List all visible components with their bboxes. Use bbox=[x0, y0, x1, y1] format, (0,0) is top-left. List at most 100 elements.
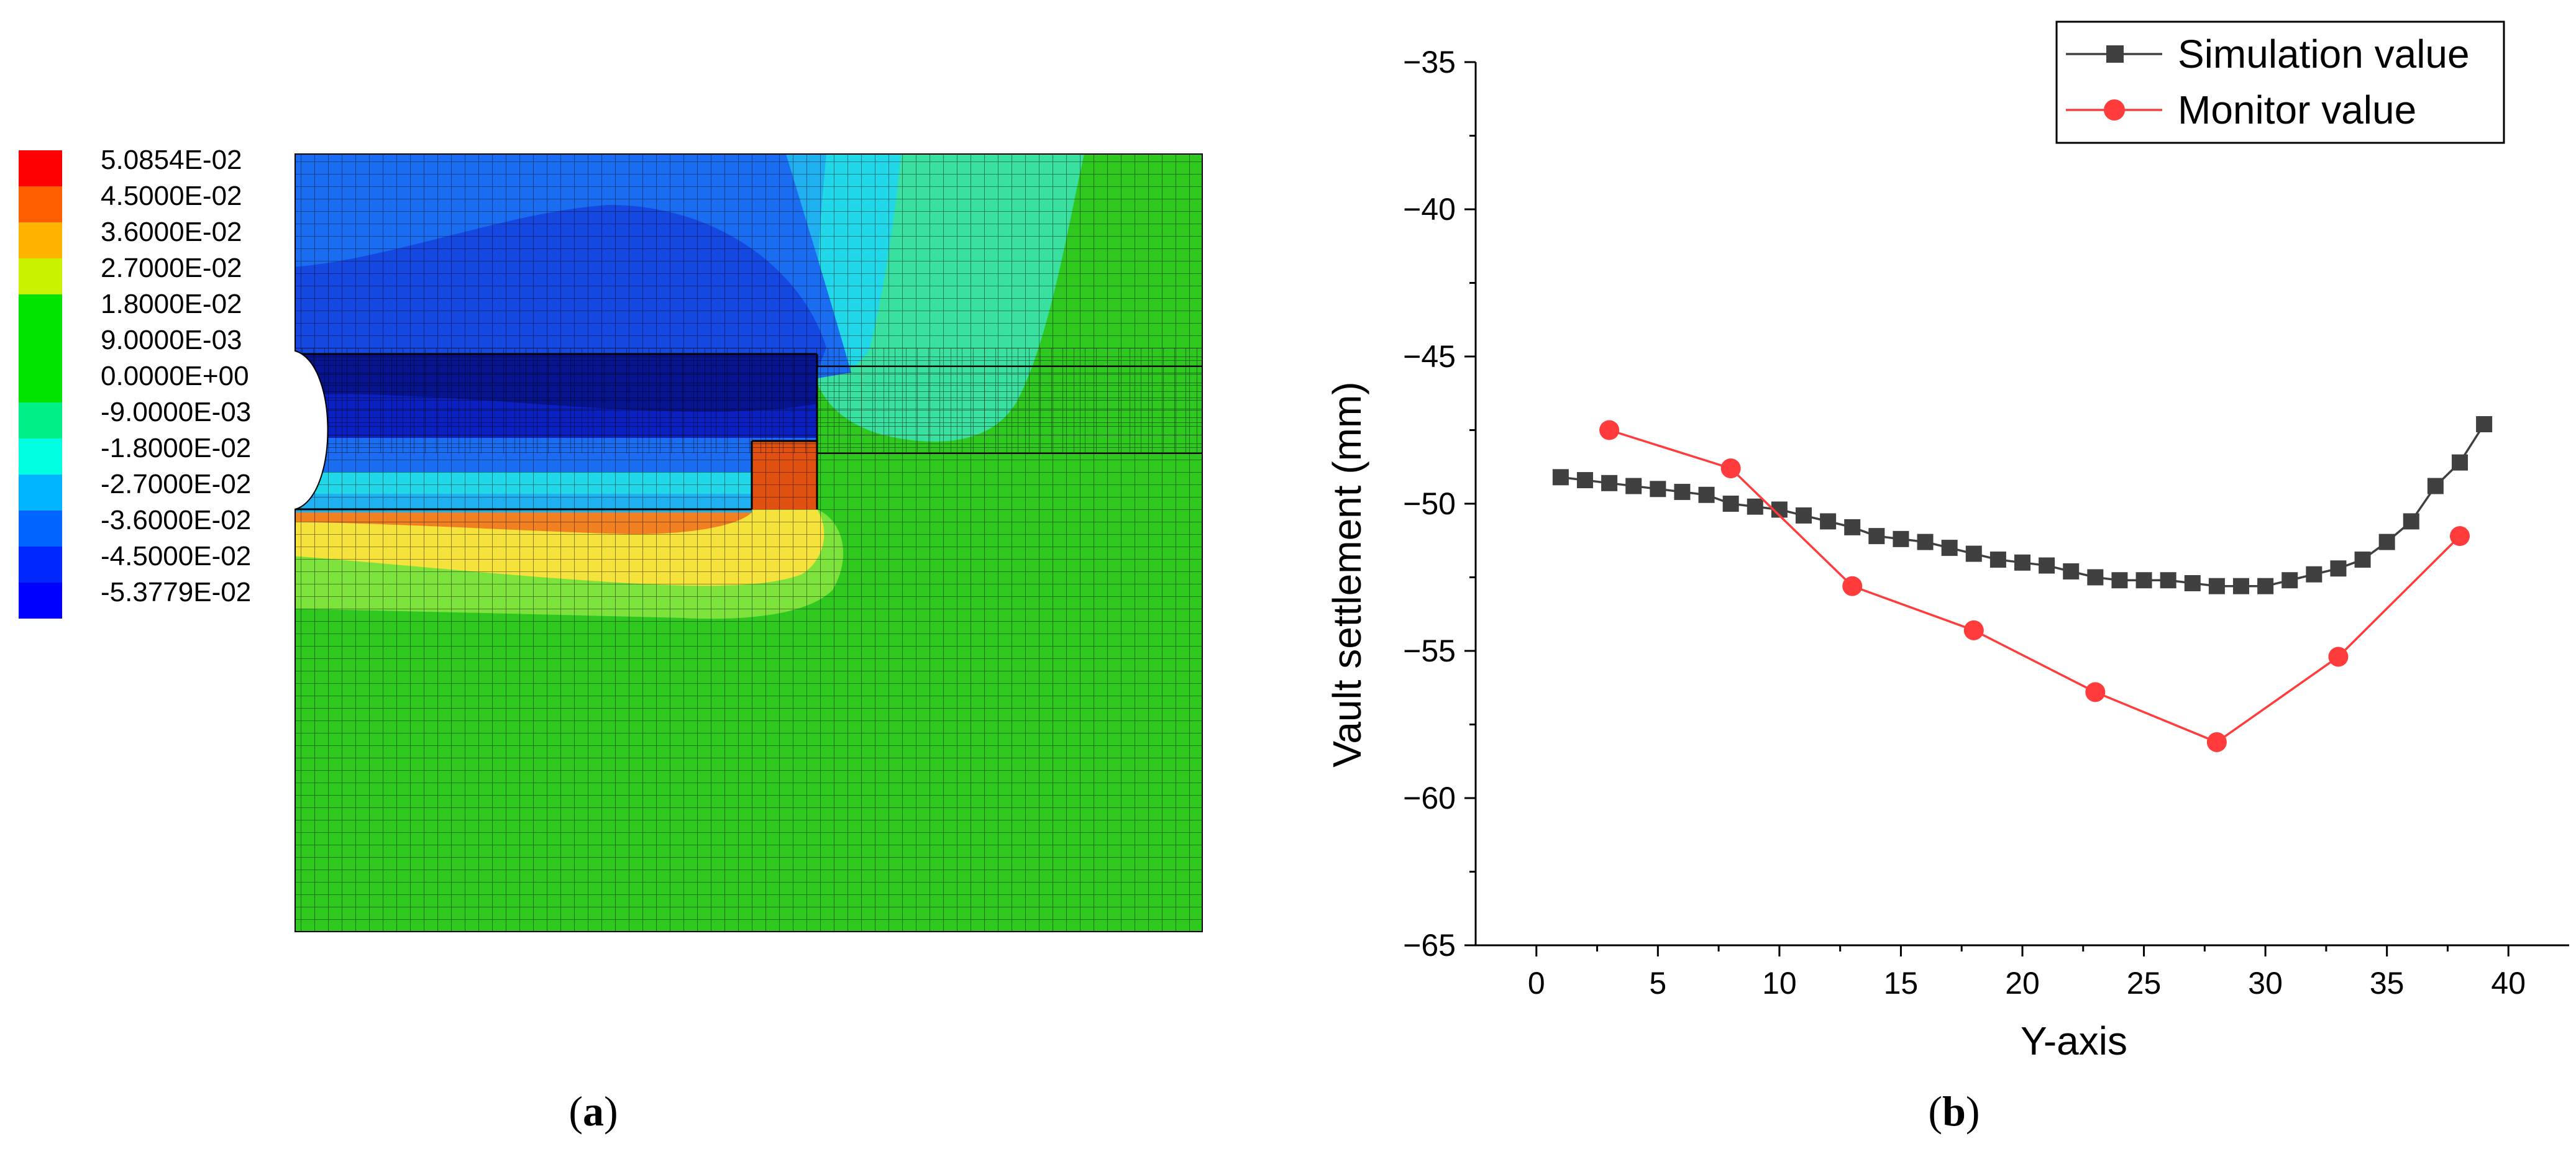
data-point-circle bbox=[2085, 682, 2106, 702]
y-tick-label: −65 bbox=[1403, 928, 1456, 963]
legend-marker-square bbox=[2106, 45, 2124, 63]
data-point-square bbox=[1796, 507, 1812, 524]
legend-value: 5.0854E-02 bbox=[101, 145, 242, 175]
data-point-square bbox=[2014, 554, 2030, 571]
legend-value: 2.7000E-02 bbox=[101, 253, 242, 283]
y-axis-title: Vault settlement (mm) bbox=[1325, 381, 1369, 767]
y-tick-label: −50 bbox=[1403, 486, 1456, 521]
data-point-circle bbox=[1599, 420, 1620, 440]
legend-swatch bbox=[19, 366, 62, 402]
chart-series bbox=[1552, 416, 2493, 752]
legend-marker-circle bbox=[2104, 99, 2125, 120]
panel-b-label: (b) bbox=[1928, 1088, 1980, 1135]
legend-swatch bbox=[19, 547, 62, 583]
data-point-square bbox=[2281, 572, 2298, 589]
y-tick-label: −35 bbox=[1403, 45, 1456, 79]
data-point-square bbox=[2306, 566, 2323, 583]
data-point-square bbox=[2257, 578, 2274, 594]
legend-value: 4.5000E-02 bbox=[101, 181, 242, 211]
legend-swatch bbox=[19, 475, 62, 511]
y-tick-label: −55 bbox=[1403, 634, 1456, 668]
x-tick-label: 25 bbox=[2127, 966, 2162, 1001]
contour-legend: 5.0854E-02 4.5000E-02 3.6000E-02 2.7000E-02… bbox=[19, 145, 251, 619]
contour-plot bbox=[295, 154, 1202, 932]
data-point-square bbox=[2378, 534, 2395, 550]
data-point-circle bbox=[2206, 732, 2227, 752]
data-point-square bbox=[1844, 519, 1861, 535]
chart-legend: Simulation value Monitor value bbox=[2055, 20, 2505, 144]
x-tick-label: 40 bbox=[2491, 966, 2526, 1001]
legend-box bbox=[2055, 20, 2505, 144]
data-point-square bbox=[2135, 572, 2152, 589]
data-point-square bbox=[2208, 578, 2225, 594]
legend-swatch bbox=[19, 294, 62, 330]
legend-swatch bbox=[19, 583, 62, 619]
data-point-square bbox=[2087, 569, 2104, 586]
data-point-square bbox=[2111, 572, 2128, 589]
data-point-circle bbox=[1720, 458, 1741, 479]
data-point-square bbox=[1625, 478, 1642, 494]
data-point-square bbox=[1601, 475, 1618, 491]
legend-value: -4.5000E-02 bbox=[101, 541, 251, 571]
settlement-chart: −35 −40 −45 −50 −55 −60 −65 0 5 10 15 20 25 30 35 40 Si… bbox=[1325, 20, 2569, 1135]
data-point-square bbox=[2233, 578, 2249, 594]
legend-entry: Monitor value bbox=[2178, 88, 2416, 132]
x-tick-label: 35 bbox=[2370, 966, 2405, 1001]
data-point-square bbox=[1698, 486, 1715, 503]
data-point-square bbox=[1893, 530, 1909, 547]
panel-a-label: (a) bbox=[569, 1088, 618, 1135]
data-point-square bbox=[2039, 557, 2055, 574]
y-tick-label: −40 bbox=[1403, 192, 1456, 227]
x-tick-label: 0 bbox=[1528, 966, 1545, 1001]
data-point-square bbox=[1552, 469, 1569, 486]
series-line bbox=[1609, 429, 2461, 743]
data-point-square bbox=[1650, 481, 1666, 497]
data-point-square bbox=[1989, 552, 2006, 568]
data-point-square bbox=[2063, 563, 2080, 580]
legend-swatch bbox=[19, 511, 62, 547]
data-point-square bbox=[2354, 552, 2371, 568]
legend-swatch bbox=[19, 258, 62, 294]
data-point-square bbox=[1917, 534, 1934, 550]
x-tick-label: 10 bbox=[1762, 966, 1797, 1001]
data-point-square bbox=[2403, 513, 2419, 530]
legend-value: -3.6000E-02 bbox=[101, 505, 251, 535]
legend-value: 0.0000E+00 bbox=[101, 361, 249, 391]
legend-value: 3.6000E-02 bbox=[101, 217, 242, 247]
data-point-square bbox=[1674, 484, 1691, 501]
legend-value: -9.0000E-03 bbox=[101, 397, 251, 427]
data-point-circle bbox=[1963, 620, 1984, 640]
x-tick-label: 20 bbox=[2005, 966, 2040, 1001]
contour-figure: 5.0854E-02 4.5000E-02 3.6000E-02 2.7000E-02… bbox=[19, 145, 1203, 1135]
legend-value: 9.0000E-03 bbox=[101, 325, 242, 355]
data-point-square bbox=[1722, 496, 1739, 512]
data-point-square bbox=[1747, 498, 1763, 515]
data-point-square bbox=[2427, 478, 2444, 494]
y-tick-label: −60 bbox=[1403, 781, 1456, 815]
legend-swatch bbox=[19, 150, 62, 186]
x-tick-label: 5 bbox=[1649, 966, 1666, 1001]
legend-swatch bbox=[19, 222, 62, 258]
x-tick-label: 30 bbox=[2248, 966, 2283, 1001]
legend-swatch bbox=[19, 186, 62, 222]
legend-value: -5.3779E-02 bbox=[101, 577, 251, 607]
legend-value: 1.8000E-02 bbox=[101, 289, 242, 319]
data-point-square bbox=[2476, 416, 2493, 433]
data-point-square bbox=[2160, 572, 2176, 589]
x-axis-title: Y-axis bbox=[2021, 1019, 2127, 1063]
legend-value: -1.8000E-02 bbox=[101, 433, 251, 463]
legend-swatch bbox=[19, 402, 62, 438]
data-point-square bbox=[1577, 472, 1593, 489]
data-point-circle bbox=[2450, 526, 2470, 547]
legend-value: -2.7000E-02 bbox=[101, 469, 251, 499]
legend-entry: Simulation value bbox=[2178, 32, 2470, 76]
legend-swatch bbox=[19, 438, 62, 475]
x-tick-label: 15 bbox=[1884, 966, 1919, 1001]
data-point-square bbox=[2330, 560, 2347, 577]
y-tick-label: −45 bbox=[1403, 339, 1456, 374]
data-point-circle bbox=[1842, 576, 1863, 596]
legend-swatch bbox=[19, 330, 62, 366]
data-point-square bbox=[2184, 574, 2201, 591]
data-point-square bbox=[1941, 540, 1958, 556]
data-point-square bbox=[2452, 454, 2468, 471]
